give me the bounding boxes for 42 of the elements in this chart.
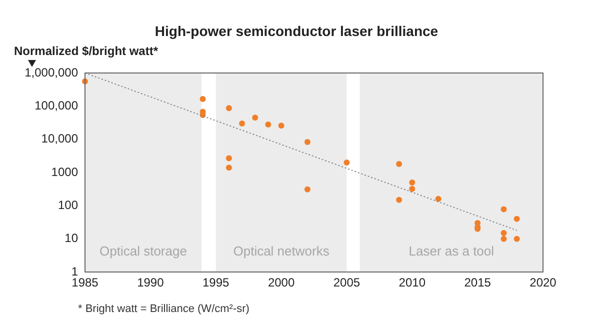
point	[252, 114, 258, 121]
y-tick-label: 10	[64, 231, 78, 246]
point	[514, 236, 520, 242]
y-tick-label: 1000	[51, 164, 78, 179]
x-tick-label: 2020	[530, 276, 557, 290]
x-tick-label: 1990	[137, 276, 164, 290]
point	[344, 160, 350, 166]
point	[500, 230, 507, 236]
point	[304, 186, 310, 192]
y-axis-title: Normalized $/bright watt*	[14, 44, 158, 58]
x-tick-label: 1995	[202, 276, 230, 290]
x-tick-label: 1985	[72, 276, 99, 290]
y-tick-label: 100,000	[34, 98, 78, 112]
point	[514, 216, 520, 222]
point	[409, 179, 416, 186]
y-tick-label: 10,000	[41, 132, 78, 146]
point	[396, 196, 402, 203]
y-tick-label: 100	[58, 198, 78, 212]
x-tick-label: 2000	[268, 276, 295, 290]
point	[239, 120, 246, 127]
x-tick-label: 2015	[464, 276, 492, 290]
x-tick-label: 2010	[398, 276, 426, 290]
point	[200, 96, 206, 102]
point	[226, 164, 232, 171]
band-label: Optical networks	[233, 244, 330, 259]
point	[226, 155, 232, 162]
point	[226, 105, 232, 112]
point	[396, 161, 402, 168]
point	[265, 122, 272, 128]
point	[500, 206, 507, 212]
point	[435, 196, 442, 202]
point	[409, 186, 416, 192]
y-tick-label: 1,000,000	[24, 65, 78, 80]
point	[500, 236, 507, 242]
y-tick-label: 1	[71, 264, 78, 278]
x-tick-label: 2005	[333, 276, 360, 290]
chart-title: High-power semiconductor laser brilliance	[154, 23, 440, 39]
point	[304, 139, 310, 146]
band-label: Laser as a tool	[408, 244, 494, 259]
band-label: Optical storage	[100, 244, 187, 259]
text: * Bright watt = Brilliance (W/cm²-sr)	[78, 303, 250, 315]
point	[278, 122, 284, 129]
